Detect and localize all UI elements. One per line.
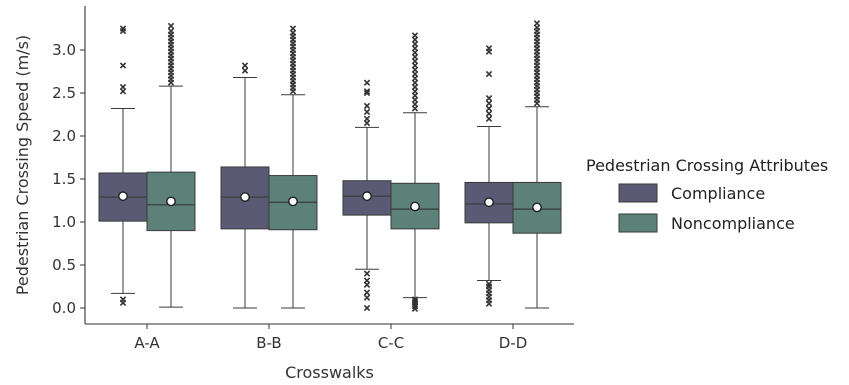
box-noncompliance-c-c xyxy=(390,32,440,313)
outlier-marker xyxy=(241,62,249,69)
outlier-marker xyxy=(363,89,371,97)
box-compliance-d-d xyxy=(464,45,514,307)
outlier-marker xyxy=(167,27,175,35)
outlier-marker xyxy=(411,296,419,303)
outlier-marker xyxy=(485,70,493,78)
legend-title: Pedestrian Crossing Attributes xyxy=(586,156,828,175)
outlier-marker xyxy=(241,67,249,74)
outlier-marker xyxy=(119,62,127,69)
legend: Pedestrian Crossing Attributes Complianc… xyxy=(586,156,828,233)
x-tick-label: B-B xyxy=(256,334,281,352)
x-tick-label: C-C xyxy=(378,334,404,352)
mean-marker xyxy=(532,202,542,213)
y-axis-ticks: 0.0 0.5 1.0 1.5 2.0 2.5 3.0 xyxy=(52,41,85,317)
y-tick-label: 0.5 xyxy=(52,256,76,274)
outlier-marker xyxy=(485,100,493,107)
outlier-marker xyxy=(363,108,371,116)
legend-label-compliance: Compliance xyxy=(671,184,765,203)
box-noncompliance-a-a xyxy=(146,22,196,308)
box-compliance-a-a xyxy=(98,25,148,307)
box-compliance-c-c xyxy=(342,79,392,312)
outlier-marker xyxy=(485,105,493,112)
mean-marker xyxy=(410,201,420,212)
y-tick-label: 2.5 xyxy=(52,84,76,102)
outlier-marker xyxy=(363,277,371,284)
outlier-marker xyxy=(363,289,371,296)
outlier-marker xyxy=(289,25,297,32)
outlier-marker xyxy=(485,280,493,288)
outlier-marker xyxy=(485,45,493,52)
outlier-marker xyxy=(485,94,493,102)
y-tick-label: 1.5 xyxy=(52,170,76,188)
outlier-marker xyxy=(167,22,175,30)
mean-marker xyxy=(118,191,128,202)
outlier-marker xyxy=(411,32,419,39)
box-noncompliance-d-d xyxy=(512,20,562,309)
box-compliance-b-b xyxy=(220,62,270,309)
mean-marker xyxy=(166,196,176,207)
legend-swatch-noncompliance xyxy=(618,213,658,233)
y-tick-label: 3.0 xyxy=(52,41,76,59)
outlier-marker xyxy=(363,88,371,95)
y-tick-label: 0.0 xyxy=(52,299,76,317)
y-tick-label: 2.0 xyxy=(52,127,76,145)
outlier-marker xyxy=(363,294,371,301)
legend-swatch-compliance xyxy=(618,183,658,203)
mean-marker xyxy=(484,197,494,208)
outlier-marker xyxy=(533,20,541,27)
outlier-marker xyxy=(363,115,371,122)
outlier-marker xyxy=(119,296,127,303)
x-axis-label: Crosswalks xyxy=(285,363,374,382)
outlier-marker xyxy=(119,25,127,32)
mean-marker xyxy=(362,191,372,202)
plot-area xyxy=(98,20,562,313)
outlier-marker xyxy=(485,115,493,122)
y-tick-label: 1.0 xyxy=(52,213,76,231)
x-tick-label: A-A xyxy=(134,334,160,352)
outlier-marker xyxy=(119,83,127,91)
outlier-marker xyxy=(411,297,419,305)
outlier-marker xyxy=(363,102,371,110)
legend-label-noncompliance: Noncompliance xyxy=(671,214,795,233)
outlier-marker xyxy=(363,270,371,277)
outlier-marker xyxy=(363,304,371,312)
outlier-marker xyxy=(485,110,493,117)
mean-marker xyxy=(240,192,250,202)
outlier-marker xyxy=(363,79,371,86)
x-tick-label: D-D xyxy=(499,334,528,352)
mean-marker xyxy=(288,196,298,207)
y-axis-label: Pedestrian Crossing Speed (m/s) xyxy=(13,35,32,295)
x-axis-ticks: A-A B-B C-C D-D xyxy=(134,324,527,352)
box-noncompliance-b-b xyxy=(268,25,318,309)
